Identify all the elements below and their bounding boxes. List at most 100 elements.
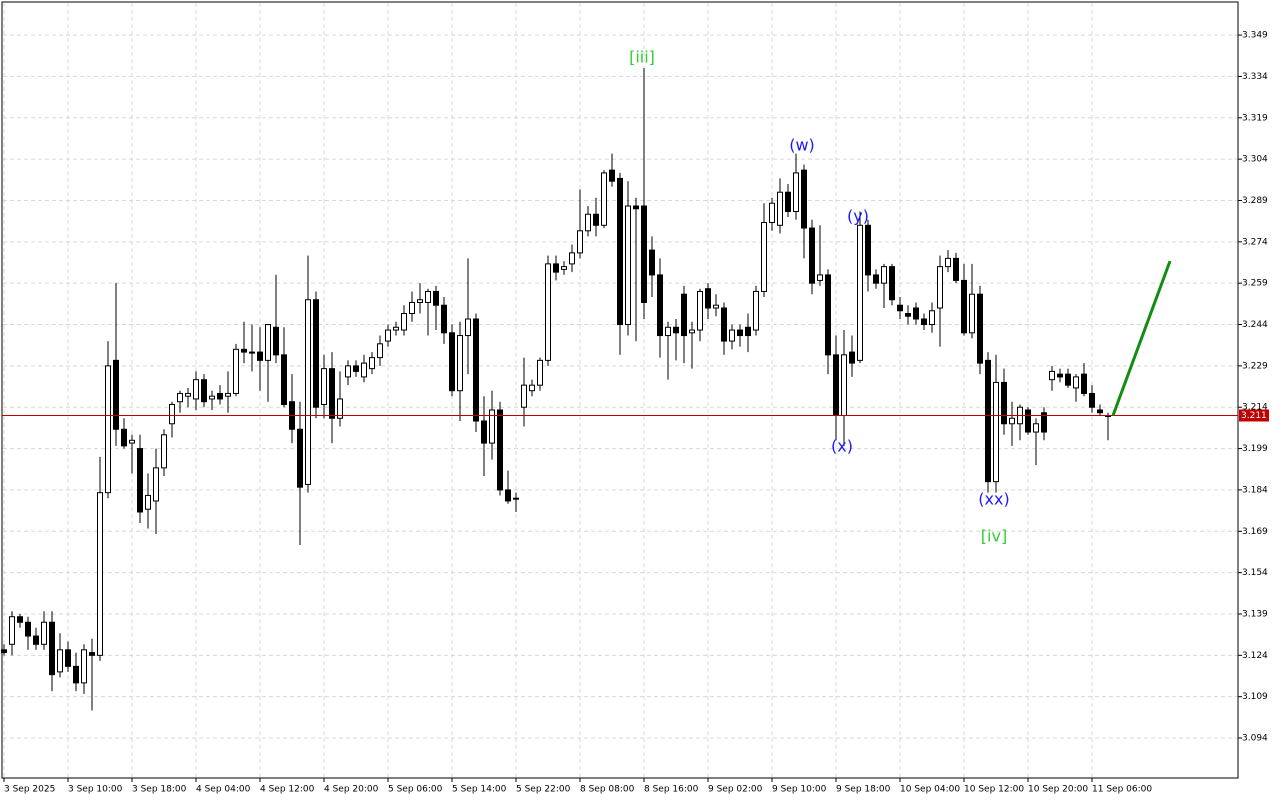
candle-body [737,329,743,337]
y-tick-label: 3.169 [1242,527,1268,537]
candle-body [153,467,159,502]
candle-body [761,222,767,292]
candle-body [785,191,791,213]
candle-body [321,368,327,405]
x-tick-label: 5 Sep 22:00 [516,785,571,795]
candle-body [993,381,999,483]
wave-label: (w) [789,136,815,155]
candle-body [1065,373,1071,386]
candle-body [49,621,55,676]
y-tick-label: 3.289 [1242,196,1268,206]
candle-body [521,384,527,408]
candle-body [177,392,183,403]
candle-body [553,263,559,273]
candle-body [793,172,799,213]
candle-body [537,359,543,386]
candle-body [585,213,591,232]
candle-body [817,274,823,281]
wave-label: [iii] [629,48,655,67]
candle-body [161,434,167,469]
y-tick-label: 3.229 [1242,361,1268,371]
candle-body [41,621,47,645]
candle-body [225,392,231,397]
candle-body [193,379,199,400]
candle-body [945,257,951,268]
candle-body [1073,376,1079,389]
candle-body [689,329,695,334]
x-tick-label: 4 Sep 04:00 [196,785,251,795]
y-tick-label: 3.154 [1242,568,1268,578]
candle-body [505,489,511,502]
candle-body [961,279,967,334]
x-tick-label: 3 Sep 18:00 [132,785,187,795]
candle-body [249,351,255,354]
candle-body [673,326,679,334]
x-tick-label: 11 Sep 06:00 [1092,785,1152,795]
candle-body [873,274,879,284]
candle-body [633,205,639,210]
candle-body [969,293,975,334]
candle-body [513,497,519,500]
candle-body [345,365,351,378]
x-tick-label: 9 Sep 18:00 [836,785,891,795]
candle-body [361,362,367,378]
forecast-line [1111,260,1172,417]
candle-body [905,313,911,317]
candle-body [281,354,287,405]
candle-body [777,191,783,226]
wave-label: (x) [831,437,853,456]
x-tick-label: 10 Sep 20:00 [1028,785,1088,795]
candle-body [617,177,623,326]
candle-body [809,227,815,284]
candle-body [665,326,671,337]
candle-body [697,290,703,331]
candle-body [473,318,479,422]
x-tick-label: 9 Sep 02:00 [708,785,763,795]
candle-body [577,230,583,254]
candle-body [65,649,71,667]
y-tick-label: 3.304 [1242,155,1268,165]
candle-body [257,351,263,361]
x-tick-label: 5 Sep 14:00 [452,785,507,795]
candle-body [721,307,727,342]
x-tick-label: 3 Sep 10:00 [68,785,123,795]
candle-body [713,304,719,309]
candle-body [273,326,279,356]
candle-body [1041,412,1047,433]
candle-body [641,205,647,303]
x-tick-label: 4 Sep 12:00 [260,785,315,795]
candle-body [1097,409,1103,414]
candle-body [233,348,239,394]
x-tick-label: 9 Sep 10:00 [772,785,827,795]
candle-body [33,635,39,645]
candle-body [265,324,271,361]
candle-body [657,274,663,337]
candle-body [481,420,487,444]
candle-body [841,354,847,416]
x-tick-label: 10 Sep 04:00 [900,785,960,795]
candle-body [985,359,991,483]
candle-body [465,318,471,337]
candle-body [145,494,151,510]
candle-body [337,398,343,419]
candle-body [913,307,919,320]
y-tick-label: 3.244 [1242,320,1268,330]
candle-body [825,274,831,356]
x-tick-label: 10 Sep 12:00 [964,785,1024,795]
y-tick-label: 3.139 [1242,609,1268,619]
candle-body [113,359,119,430]
candle-body [81,649,87,684]
candle-body [433,290,439,306]
candle-body [89,652,95,656]
candle-body [801,169,807,229]
candle-body [1025,409,1031,433]
candle-body [977,293,983,364]
candle-body [953,257,959,281]
y-tick-label: 3.274 [1242,237,1268,247]
candle-body [889,266,895,301]
candle-body [73,665,79,684]
candle-body [601,172,607,226]
candle-body [329,368,335,419]
y-tick-label: 3.094 [1242,734,1268,744]
y-tick-label: 3.109 [1242,692,1268,702]
